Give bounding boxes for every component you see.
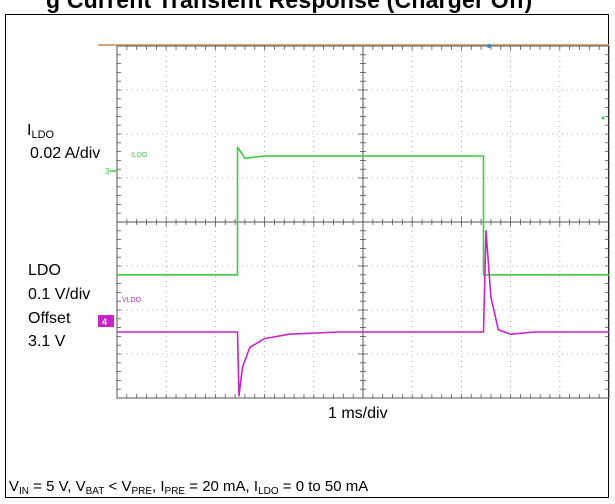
ildo-scale-label: 0.02 A/div [30,145,101,162]
scope-grid [116,45,610,399]
ildo-channel-name: ILDO [27,122,55,141]
right-edge-marker [601,116,605,120]
channel-markers: 3 ILDO 4 VLDO [98,44,605,327]
trigger-marker [487,44,491,48]
timebase-label: 1 ms/div [328,405,388,422]
vldo-channel-name: LDO [28,262,61,279]
vldo-offset-value: 3.1 V [28,333,66,350]
trace-vldo [117,230,609,397]
vldo-marker: 4 [102,317,107,327]
vldo-trace-label: VLDO [122,297,142,304]
page-title: g Current Transient Response (Charger Of… [46,0,533,13]
ildo-marker: 3 [105,167,110,176]
vldo-scale-label: 0.1 V/div [28,286,91,303]
vldo-marker-box [98,315,114,327]
title-strip: g Current Transient Response (Charger Of… [0,0,615,22]
vldo-offset-label: Offset [28,310,71,327]
conditions-caption: VIN = 5 V, VBAT < VPRE, IPRE = 20 mA, IL… [9,478,369,497]
ildo-trace-label: ILDO [131,152,148,159]
scope-traces [117,146,609,397]
